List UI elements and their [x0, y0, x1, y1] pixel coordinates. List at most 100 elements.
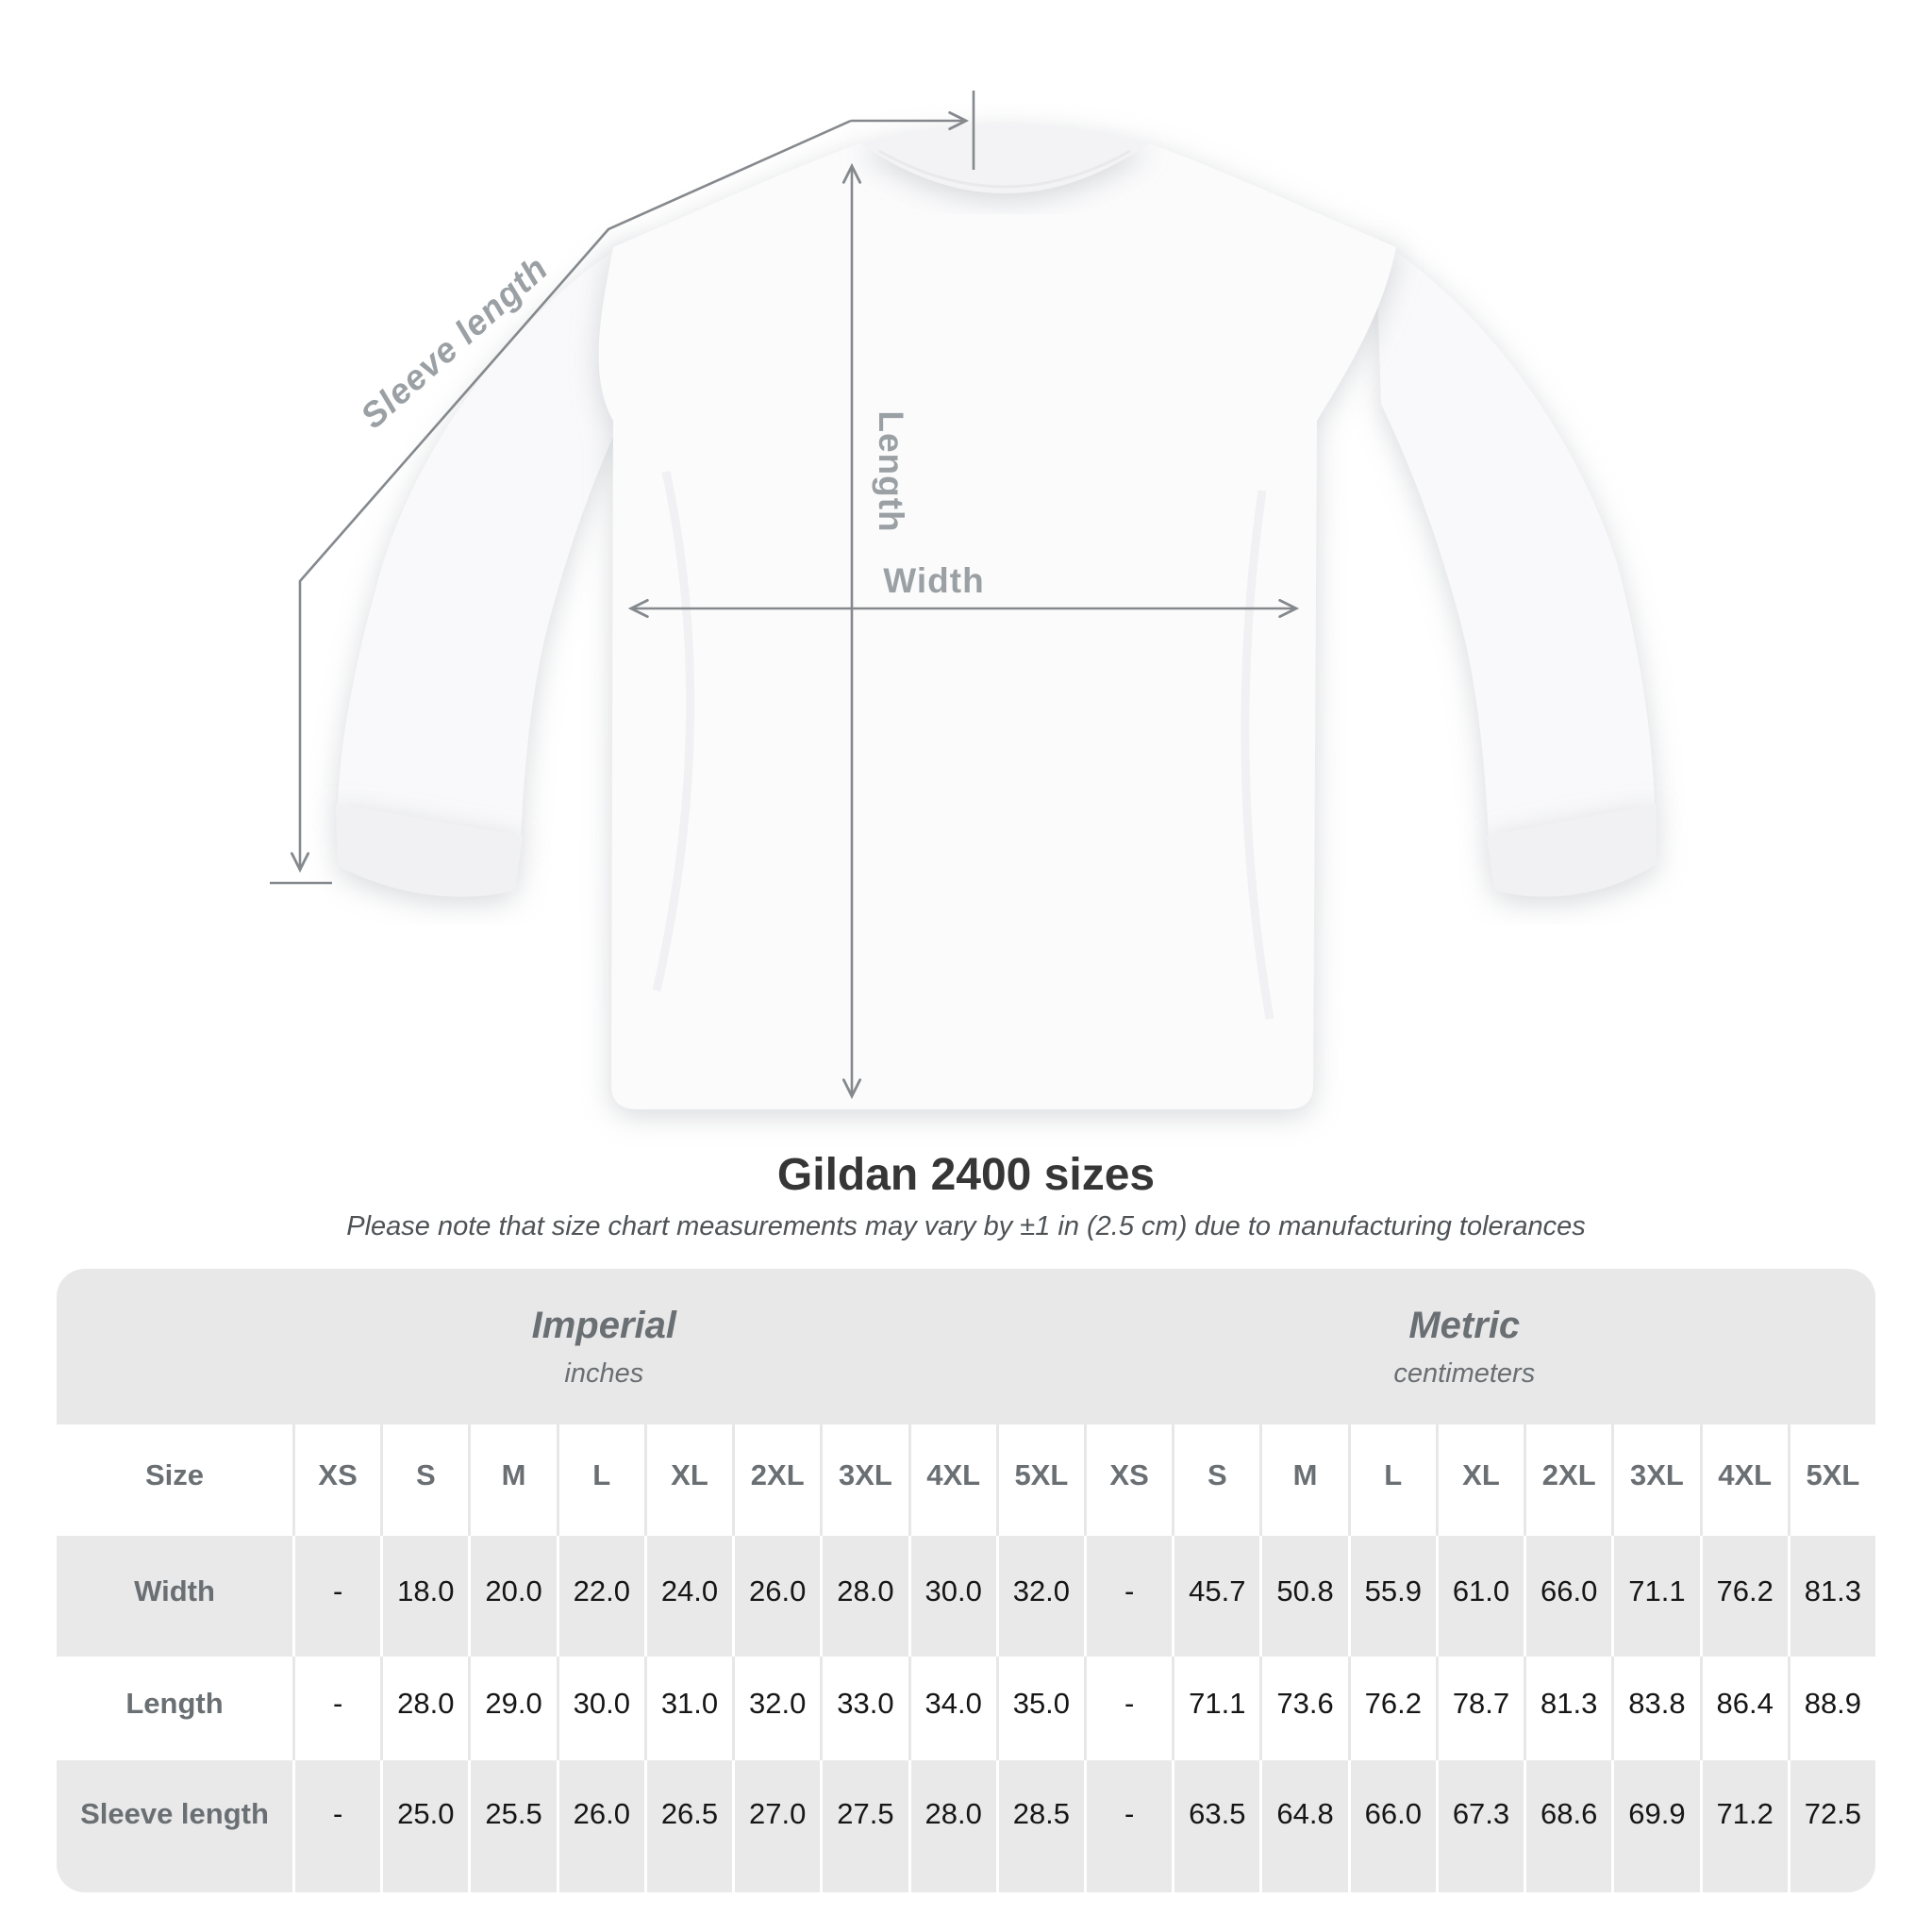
table-cell: 63.5	[1172, 1760, 1259, 1892]
units-header-band: Imperial inches Metric centimeters	[57, 1269, 1875, 1424]
metric-label: Metric	[1408, 1305, 1521, 1346]
right-cuff	[1487, 804, 1657, 897]
table-row-sleeve-length: Sleeve length - 25.0 25.5 26.0 26.5 27.0…	[57, 1760, 1875, 1892]
table-cell: 33.0	[820, 1657, 908, 1760]
table-cell: -	[292, 1657, 380, 1760]
table-header-cell: XS	[1083, 1424, 1172, 1536]
table-cell: 22.0	[556, 1536, 644, 1657]
tolerance-note: Please note that size chart measurements…	[346, 1211, 1586, 1241]
table-cell: 66.0	[1347, 1760, 1436, 1892]
table-cell: 71.1	[1611, 1536, 1699, 1657]
metric-section-header: Metric centimeters	[1181, 1269, 1747, 1390]
table-cell: 45.7	[1172, 1536, 1259, 1657]
table-cell: 27.5	[820, 1760, 908, 1892]
imperial-section-header: Imperial inches	[321, 1269, 887, 1390]
table-cell: 26.5	[643, 1760, 732, 1892]
table-cell: 81.3	[1524, 1657, 1611, 1760]
metric-unit-label: centimeters	[1393, 1358, 1536, 1389]
table-cell: 24.0	[643, 1536, 732, 1657]
table-cell: 50.8	[1259, 1536, 1347, 1657]
width-label: Width	[883, 561, 984, 600]
table-header-cell: L	[556, 1424, 644, 1536]
table-cell: 29.0	[468, 1657, 556, 1760]
table-cell: 71.1	[1172, 1657, 1259, 1760]
shirt-graphic	[336, 125, 1657, 1109]
row-label-cell: Width	[134, 1574, 215, 1607]
table-cell: 66.0	[1524, 1536, 1611, 1657]
table-cell: 72.5	[1787, 1760, 1875, 1892]
table-header-cell: S	[380, 1424, 468, 1536]
table-header-cell: XL	[643, 1424, 732, 1536]
right-sleeve	[1375, 238, 1655, 840]
table-cell: 35.0	[995, 1657, 1084, 1760]
length-label: Length	[872, 410, 910, 532]
table-header-cell: M	[468, 1424, 556, 1536]
left-sleeve	[338, 238, 634, 840]
table-cell: 69.9	[1611, 1760, 1699, 1892]
table-header-cell: 5XL	[995, 1424, 1084, 1536]
table-cell: 34.0	[908, 1657, 996, 1760]
table-cell: 55.9	[1347, 1536, 1436, 1657]
table-cell: 31.0	[643, 1657, 732, 1760]
table-cell: 68.6	[1524, 1760, 1611, 1892]
table-cell: 61.0	[1435, 1536, 1524, 1657]
table-cell: 28.0	[908, 1760, 996, 1892]
table-cell: 27.0	[732, 1760, 820, 1892]
imperial-label: Imperial	[531, 1305, 677, 1346]
table-cell: -	[292, 1760, 380, 1892]
sleeve-length-measure-line	[290, 119, 852, 874]
body-fold-right	[1241, 490, 1274, 1020]
table-header-cell: 3XL	[1611, 1424, 1699, 1536]
table-row-width: Width - 18.0 20.0 22.0 24.0 26.0 28.0 30…	[57, 1536, 1875, 1657]
table-cell: 83.8	[1611, 1657, 1699, 1760]
table-cell: 32.0	[995, 1536, 1084, 1657]
table-cell: 26.0	[556, 1760, 644, 1892]
table-cell: 30.0	[908, 1536, 996, 1657]
size-header-row: Size XS S M L XL 2XL 3XL 4XL 5XL XS S M …	[57, 1424, 1875, 1536]
row-label-cell: Sleeve length	[80, 1797, 269, 1830]
table-cell: 78.7	[1435, 1657, 1524, 1760]
table-header-cell: Size	[144, 1458, 205, 1491]
table-cell: 32.0	[732, 1657, 820, 1760]
table-cell: -	[1083, 1760, 1172, 1892]
table-cell: 26.0	[732, 1536, 820, 1657]
table-cell: 18.0	[380, 1536, 468, 1657]
table-cell: 20.0	[468, 1536, 556, 1657]
table-cell: 81.3	[1787, 1536, 1875, 1657]
table-row-length: Length - 28.0 29.0 30.0 31.0 32.0 33.0 3…	[57, 1657, 1875, 1760]
table-cell: -	[1083, 1657, 1172, 1760]
table-header-cell: S	[1172, 1424, 1259, 1536]
shirt-diagram: Sleeve length Length Width	[270, 91, 1657, 1109]
table-cell: 88.9	[1787, 1657, 1875, 1760]
shirt-body	[598, 143, 1396, 1109]
table-header-cell: 2XL	[732, 1424, 820, 1536]
table-header-cell: 5XL	[1787, 1424, 1875, 1536]
table-cell: -	[1083, 1536, 1172, 1657]
table-header-cell: XL	[1435, 1424, 1524, 1536]
table-cell: -	[292, 1536, 380, 1657]
table-header-cell: 2XL	[1524, 1424, 1611, 1536]
table-header-cell: 4XL	[1699, 1424, 1788, 1536]
size-table: Imperial inches Metric centimeters Size …	[57, 1269, 1875, 1892]
body-fold-left	[652, 471, 695, 991]
table-cell: 76.2	[1699, 1536, 1788, 1657]
table-cell: 76.2	[1347, 1657, 1436, 1760]
table-header-cell: L	[1347, 1424, 1436, 1536]
table-cell: 64.8	[1259, 1760, 1347, 1892]
table-header-cell: XS	[292, 1424, 380, 1536]
table-header-cell: 4XL	[908, 1424, 996, 1536]
left-cuff	[336, 804, 523, 897]
table-cell: 28.0	[380, 1657, 468, 1760]
table-cell: 67.3	[1435, 1760, 1524, 1892]
table-cell: 71.2	[1699, 1760, 1788, 1892]
table-cell: 30.0	[556, 1657, 644, 1760]
page-title: Gildan 2400 sizes	[776, 1150, 1156, 1200]
row-label-cell: Length	[125, 1687, 224, 1720]
table-cell: 25.5	[468, 1760, 556, 1892]
table-cell: 86.4	[1699, 1657, 1788, 1760]
collar-seam	[878, 149, 1131, 189]
table-cell: 73.6	[1259, 1657, 1347, 1760]
table-header-cell: M	[1259, 1424, 1347, 1536]
table-cell: 25.0	[380, 1760, 468, 1892]
